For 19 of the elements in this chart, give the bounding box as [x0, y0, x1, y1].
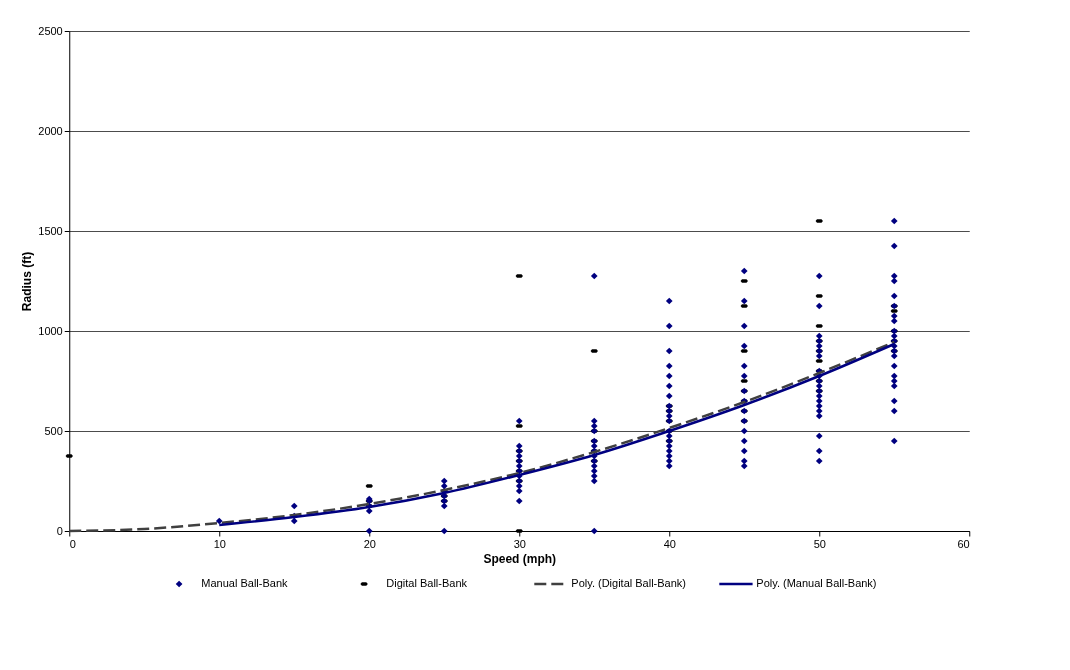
x-tick-label: 0	[69, 537, 76, 550]
legend-label: Digital Ball-Bank	[386, 577, 468, 589]
legend-label: Poly. (Manual Ball-Bank)	[756, 577, 877, 589]
x-tick-label: 40	[663, 537, 676, 550]
y-axis-title: Radius (ft)	[20, 251, 35, 312]
x-tick-label: 20	[363, 537, 376, 550]
legend-label: Manual Ball-Bank	[201, 577, 289, 589]
y-tick-label: 2000	[38, 124, 63, 137]
y-tick-label: 1500	[38, 224, 63, 237]
x-tick-label: 50	[813, 537, 826, 550]
y-tick-label: 1000	[38, 324, 63, 337]
x-axis-title: Speed (mph)	[483, 551, 557, 566]
legend-label: Poly. (Digital Ball-Bank)	[571, 577, 687, 589]
y-tick-label: 500	[44, 424, 63, 437]
x-tick-label: 10	[213, 537, 226, 550]
x-tick-label: 30	[513, 537, 526, 550]
x-tick-label: 60	[957, 537, 970, 550]
y-tick-label: 0	[56, 524, 63, 537]
y-tick-label: 2500	[38, 24, 63, 37]
